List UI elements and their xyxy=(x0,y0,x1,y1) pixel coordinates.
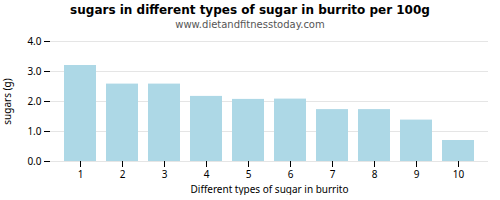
svg-text:Different types of sugar in bu: Different types of sugar in burrito xyxy=(191,182,349,196)
svg-text:1: 1 xyxy=(78,167,84,181)
svg-text:8: 8 xyxy=(372,167,378,181)
svg-text:2.0: 2.0 xyxy=(27,94,41,108)
svg-text:4.0: 4.0 xyxy=(27,34,41,48)
svg-text:1.0: 1.0 xyxy=(27,124,41,138)
svg-text:4: 4 xyxy=(204,167,210,181)
svg-text:3: 3 xyxy=(162,167,168,181)
svg-text:3.0: 3.0 xyxy=(27,64,41,78)
svg-text:2: 2 xyxy=(120,167,126,181)
svg-text:6: 6 xyxy=(288,167,294,181)
svg-text:10: 10 xyxy=(453,167,465,181)
html-text:www.dietandfitnesstoday.com: www.dietandfitnesstoday.com xyxy=(175,19,325,30)
svg-text:9: 9 xyxy=(414,167,420,181)
svg-text:0.0: 0.0 xyxy=(27,154,41,168)
html-text:sugars in different types of s: sugars in different types of sugar in bu… xyxy=(70,3,430,17)
svg-text:7: 7 xyxy=(330,167,336,181)
svg-text:5: 5 xyxy=(246,167,252,181)
svg-text:sugars (g): sugars (g) xyxy=(0,78,14,124)
